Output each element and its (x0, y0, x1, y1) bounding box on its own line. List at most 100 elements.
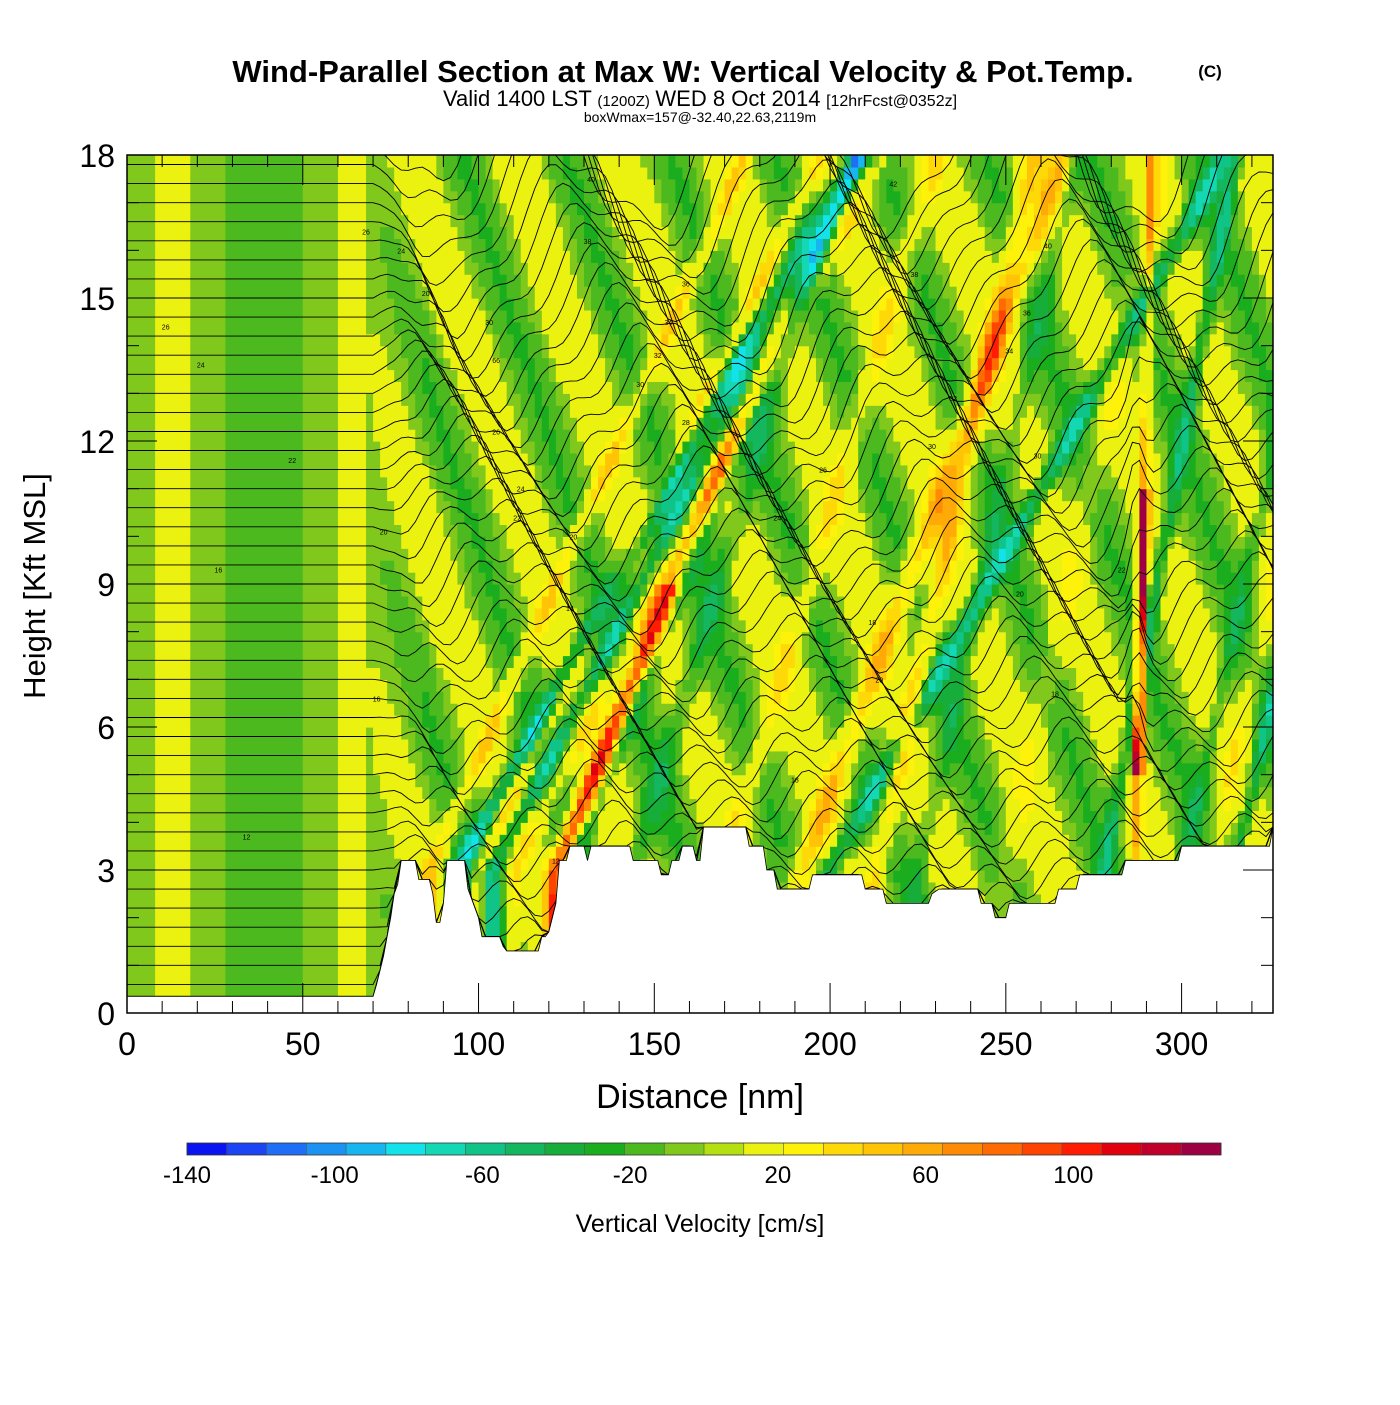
field-cell (513, 155, 522, 168)
field-cell (316, 774, 325, 788)
field-cell (394, 214, 402, 228)
field-cell (267, 631, 276, 645)
field-cell (281, 798, 290, 812)
field-cell (239, 953, 248, 966)
field-cell (408, 619, 416, 633)
field-cell (387, 500, 395, 514)
field-cell (415, 643, 423, 657)
field-cell (337, 381, 346, 394)
field-cell (478, 822, 487, 835)
field-cell (330, 405, 339, 418)
field-cell (148, 750, 156, 764)
field-cell (155, 786, 163, 800)
field-cell (380, 155, 388, 168)
field-cell (513, 584, 522, 597)
field-cell (541, 452, 550, 466)
field-cell (366, 155, 374, 168)
field-cell (534, 870, 543, 883)
field-cell (134, 417, 142, 430)
field-cell (204, 178, 212, 192)
field-cell (436, 667, 444, 680)
field-cell (422, 417, 430, 430)
field-cell (148, 369, 156, 383)
field-cell (134, 202, 142, 216)
field-cell (351, 429, 360, 442)
field-cell (211, 917, 219, 931)
field-cell (176, 750, 184, 764)
field-cell (190, 500, 198, 514)
field-cell (359, 607, 367, 621)
field-cell (232, 429, 241, 442)
field-cell (148, 190, 156, 204)
field-cell (204, 774, 212, 788)
field-cell (576, 155, 585, 168)
field-cell (169, 512, 177, 526)
field-cell (281, 500, 290, 514)
field-cell (351, 834, 360, 847)
field-cell (485, 846, 494, 859)
field-cell (513, 357, 522, 371)
field-cell (492, 464, 501, 478)
field-cell (218, 881, 227, 895)
field-cell (295, 345, 304, 359)
field-cell (162, 846, 170, 859)
field-cell (520, 750, 529, 764)
field-cell (197, 977, 205, 990)
field-cell (569, 345, 578, 359)
field-cell (337, 178, 346, 192)
field-cell (246, 858, 255, 871)
field-cell (366, 309, 374, 323)
field-cell (190, 429, 198, 442)
field-cell (274, 846, 283, 859)
field-cell (499, 715, 508, 728)
field-cell (127, 166, 135, 180)
field-cell (548, 762, 557, 776)
field-cell (366, 989, 374, 1002)
field-cell (330, 786, 339, 800)
field-cell (211, 488, 219, 502)
field-cell (267, 953, 276, 966)
field-cell (127, 464, 135, 478)
field-cell (211, 655, 219, 669)
field-cell (562, 250, 571, 263)
field-cell (527, 226, 536, 240)
field-cell (443, 202, 452, 216)
field-cell (239, 929, 248, 943)
field-cell (443, 452, 452, 466)
field-cell (141, 905, 149, 919)
field-cell (380, 524, 388, 537)
field-cell (246, 357, 255, 371)
field-cell (211, 822, 219, 835)
field-cell (415, 500, 423, 514)
field-cell (281, 905, 290, 919)
field-cell (464, 274, 473, 287)
field-cell (134, 679, 142, 692)
field-cell (323, 774, 332, 788)
field-cell (591, 607, 599, 621)
field-cell (302, 584, 311, 597)
field-cell (569, 369, 578, 383)
field-cell (408, 452, 416, 466)
field-cell (436, 298, 444, 311)
field-cell (548, 226, 557, 240)
field-cell (190, 905, 198, 919)
field-cell (225, 917, 234, 931)
field-cell (513, 548, 522, 561)
field-cell (387, 381, 395, 394)
field-cell (591, 214, 599, 228)
field-cell (415, 226, 423, 240)
field-cell (239, 464, 248, 478)
field-cell (534, 500, 543, 514)
field-cell (232, 250, 241, 263)
field-cell (225, 941, 234, 955)
field-cell (232, 977, 241, 990)
field-cell (330, 941, 339, 955)
field-cell (485, 500, 494, 514)
field-cell (197, 965, 205, 978)
field-cell (429, 822, 437, 835)
field-cell (134, 822, 142, 835)
field-cell (534, 584, 543, 597)
field-cell (330, 858, 339, 871)
field-cell (548, 524, 557, 537)
field-cell (569, 750, 578, 764)
